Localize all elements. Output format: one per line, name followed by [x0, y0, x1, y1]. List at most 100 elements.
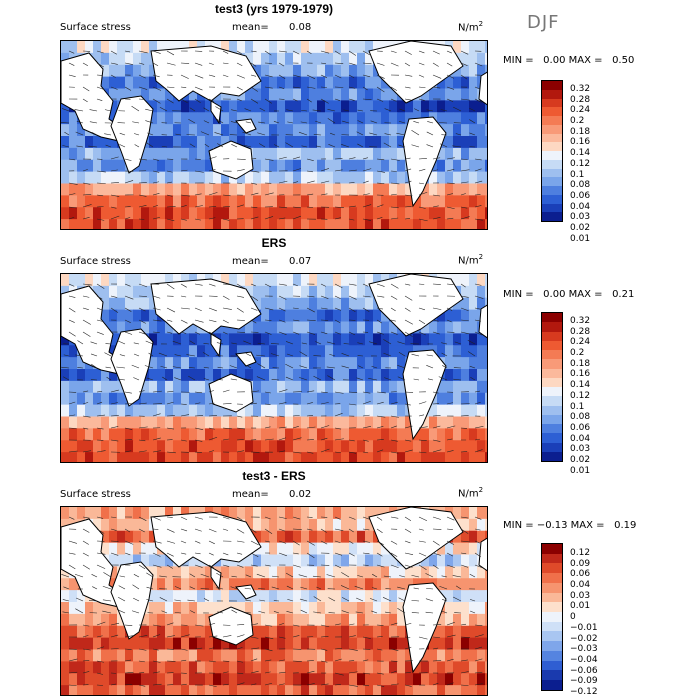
stress-vector [397, 365, 406, 369]
field-cell [149, 100, 158, 113]
colorbar-swatch [542, 573, 562, 583]
field-cell [293, 124, 302, 137]
stress-vector [404, 331, 413, 337]
field-cell [381, 136, 390, 149]
field-cell [69, 369, 78, 382]
field-cell [285, 64, 294, 78]
field-cell [389, 416, 398, 429]
stress-vector [418, 86, 426, 89]
field-cell [197, 369, 206, 382]
field-cell [221, 357, 230, 370]
colorbar-tick-label: 0.06 [570, 422, 591, 433]
stress-vector [446, 528, 453, 531]
stress-vector [166, 648, 174, 650]
field-cell [205, 124, 214, 137]
panel-1-min-max: MIN = 0.00 MAX = 0.50 [503, 55, 635, 66]
field-cell [485, 147, 487, 161]
field-cell [261, 428, 270, 441]
field-cell [109, 76, 118, 89]
field-cell [317, 380, 326, 394]
stress-vector [203, 378, 210, 381]
stress-vector [334, 86, 344, 88]
stress-vector [124, 683, 133, 686]
field-cell [293, 309, 302, 322]
stress-vector [180, 319, 188, 324]
field-cell [437, 171, 446, 184]
field-cell [485, 183, 487, 196]
field-cell [453, 554, 462, 567]
panel-3-colorbar [541, 543, 563, 691]
stress-vector [208, 622, 216, 626]
stress-vector [222, 62, 229, 65]
field-cell [77, 380, 86, 394]
stress-vector [446, 682, 454, 686]
stress-vector [236, 169, 245, 172]
field-cell [437, 404, 446, 417]
field-cell [461, 369, 470, 382]
field-cell [269, 297, 278, 311]
stress-vector [460, 206, 468, 209]
stress-vector [341, 597, 350, 602]
stress-vector [264, 98, 273, 104]
field-cell [349, 124, 358, 137]
field-cell [373, 333, 382, 346]
field-cell [421, 554, 430, 567]
stress-vector [236, 540, 245, 543]
stress-vector [398, 120, 406, 124]
field-cell [245, 685, 254, 695]
stress-vector [404, 622, 412, 626]
field-cell [61, 578, 70, 591]
field-cell [109, 685, 118, 695]
stress-vector [460, 623, 467, 626]
stress-vector [348, 540, 354, 544]
field-cell [101, 518, 110, 532]
field-cell [445, 171, 454, 184]
field-cell [221, 661, 230, 674]
field-cell [365, 88, 374, 101]
field-cell [245, 452, 254, 462]
field-cell [93, 637, 102, 650]
field-cell [253, 112, 262, 125]
panel-3-map [60, 506, 488, 696]
field-cell [309, 578, 318, 591]
field-cell [117, 416, 126, 429]
stress-vector [474, 283, 482, 286]
field-cell [477, 428, 486, 441]
field-cell [309, 590, 318, 603]
field-cell [381, 345, 390, 358]
field-cell [197, 345, 206, 358]
field-cell [357, 136, 366, 149]
field-cell [301, 452, 310, 462]
field-cell [445, 333, 454, 346]
field-cell [445, 380, 454, 394]
field-cell [221, 369, 230, 382]
field-cell [109, 625, 118, 639]
field-cell [85, 440, 94, 453]
field-cell [357, 566, 366, 579]
field-cell [429, 440, 438, 453]
field-cell [101, 649, 110, 662]
stress-vector [68, 319, 75, 323]
field-cell [181, 345, 190, 358]
stress-vector [96, 684, 104, 686]
stress-vector [138, 516, 147, 521]
stress-vector [432, 86, 441, 89]
field-cell [277, 673, 286, 686]
stress-vector [356, 597, 364, 602]
field-cell [461, 566, 470, 579]
field-cell [197, 147, 206, 161]
field-cell [477, 602, 486, 615]
field-cell [333, 507, 342, 520]
field-cell [333, 195, 342, 208]
stress-vector [82, 194, 92, 196]
stress-vector [208, 415, 217, 417]
field-cell [125, 309, 134, 322]
stress-vector [362, 636, 371, 639]
field-cell [109, 333, 118, 346]
field-cell [77, 613, 86, 627]
stress-vector [425, 611, 434, 614]
field-cell [69, 625, 78, 639]
field-cell [261, 661, 270, 674]
field-cell [141, 673, 150, 686]
stress-vector [334, 206, 344, 208]
